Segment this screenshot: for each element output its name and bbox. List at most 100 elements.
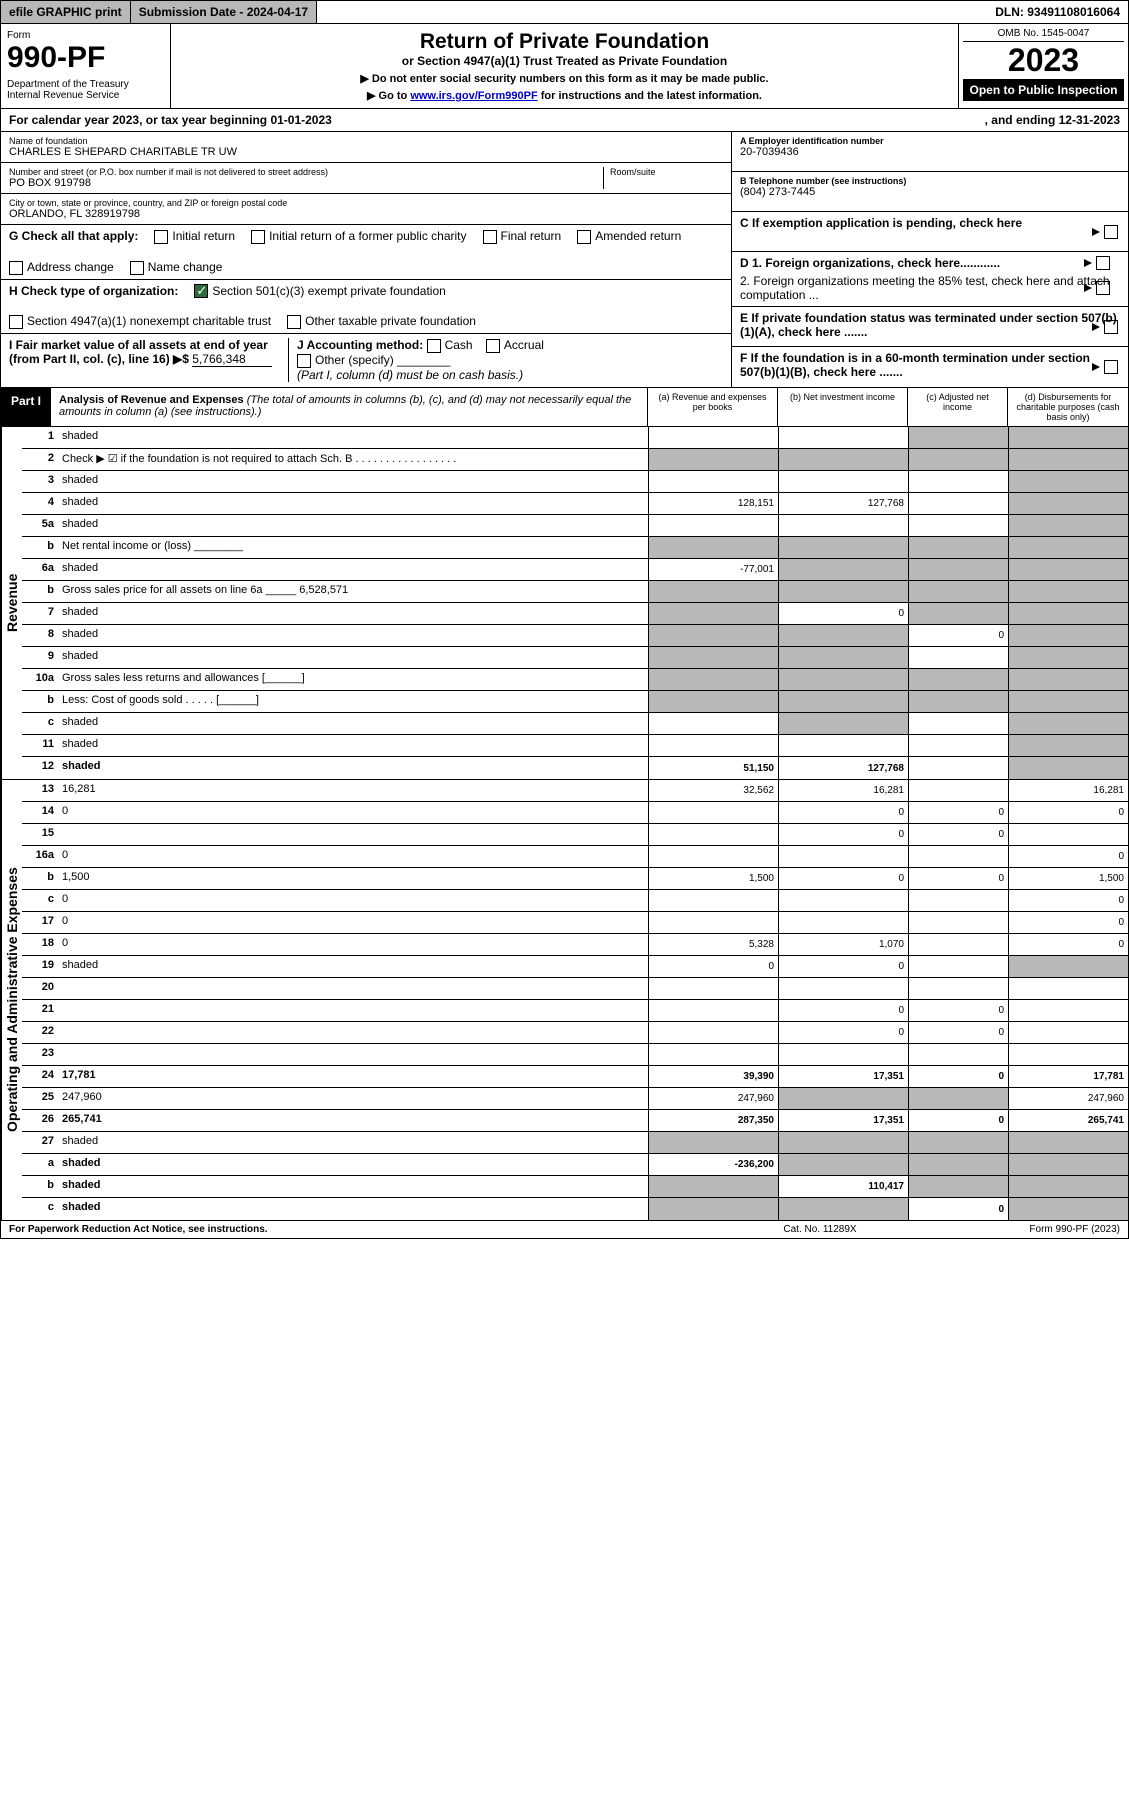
part1-title: Analysis of Revenue and Expenses (The to… xyxy=(51,388,647,426)
h-other-taxable[interactable]: Other taxable private foundation xyxy=(287,314,476,329)
paperwork-notice: For Paperwork Reduction Act Notice, see … xyxy=(9,1224,720,1235)
cell-a xyxy=(648,978,778,999)
g-opt-final[interactable]: Final return xyxy=(483,229,562,244)
line-number: b xyxy=(22,1176,58,1197)
d2-checkbox[interactable] xyxy=(1096,281,1110,295)
line-desc: Gross sales less returns and allowances … xyxy=(58,669,648,690)
irs-link[interactable]: www.irs.gov/Form990PF xyxy=(410,90,537,102)
line-number: 19 xyxy=(22,956,58,977)
g-opt-address[interactable]: Address change xyxy=(9,260,114,275)
cell-b xyxy=(778,471,908,492)
g-opt-initial-former[interactable]: Initial return of a former public charit… xyxy=(251,229,466,244)
cell-c: 0 xyxy=(908,824,1008,845)
cell-b: 16,281 xyxy=(778,780,908,801)
table-row: 3shaded xyxy=(22,471,1128,493)
cell-b: 0 xyxy=(778,603,908,624)
line-number: 7 xyxy=(22,603,58,624)
cell-c: 0 xyxy=(908,1110,1008,1131)
col-a-header: (a) Revenue and expenses per books xyxy=(648,388,778,426)
cell-c xyxy=(908,515,1008,536)
table-row: 8shaded0 xyxy=(22,625,1128,647)
line-number: 24 xyxy=(22,1066,58,1087)
cell-b xyxy=(778,669,908,690)
cell-d xyxy=(1008,978,1128,999)
expense-table: Operating and Administrative Expenses 13… xyxy=(0,780,1129,1221)
cell-d xyxy=(1008,625,1128,646)
g-opt-name[interactable]: Name change xyxy=(130,260,223,275)
line-number: 17 xyxy=(22,912,58,933)
cell-d xyxy=(1008,757,1128,779)
cell-d xyxy=(1008,1198,1128,1220)
cell-c: 0 xyxy=(908,868,1008,889)
revenue-section-label: Revenue xyxy=(1,427,22,779)
table-row: cshaded xyxy=(22,713,1128,735)
cell-a: 51,150 xyxy=(648,757,778,779)
address-box: Number and street (or P.O. box number if… xyxy=(1,163,731,194)
form-header: Form 990-PF Department of the Treasury I… xyxy=(0,24,1129,109)
phone: (804) 273-7445 xyxy=(740,186,1120,198)
c-label: C If exemption application is pending, c… xyxy=(740,216,1022,230)
arrow-icon xyxy=(1092,323,1100,331)
cell-d xyxy=(1008,537,1128,558)
foundation-name-box: Name of foundation CHARLES E SHEPARD CHA… xyxy=(1,132,731,163)
table-row: 20 xyxy=(22,978,1128,1000)
cell-a: -77,001 xyxy=(648,559,778,580)
cell-a xyxy=(648,735,778,756)
cell-b xyxy=(778,1088,908,1109)
c-checkbox[interactable] xyxy=(1104,225,1118,239)
cell-a xyxy=(648,1198,778,1220)
cell-b: 0 xyxy=(778,956,908,977)
arrow-icon xyxy=(1092,363,1100,371)
cell-b: 127,768 xyxy=(778,493,908,514)
cell-b xyxy=(778,846,908,867)
e-label: E If private foundation status was termi… xyxy=(740,311,1117,339)
table-row: 1700 xyxy=(22,912,1128,934)
j-note: (Part I, column (d) must be on cash basi… xyxy=(297,368,523,382)
h-501c3[interactable]: Section 501(c)(3) exempt private foundat… xyxy=(194,284,445,299)
e-checkbox[interactable] xyxy=(1104,320,1118,334)
note-ssn: ▶ Do not enter social security numbers o… xyxy=(177,72,952,85)
line-number: 4 xyxy=(22,493,58,514)
line-desc: shaded xyxy=(58,427,648,448)
line-number: 8 xyxy=(22,625,58,646)
line-number: c xyxy=(22,1198,58,1220)
line-number: b xyxy=(22,581,58,602)
line-desc: shaded xyxy=(58,1198,648,1220)
g-opt-initial[interactable]: Initial return xyxy=(154,229,235,244)
cell-b xyxy=(778,691,908,712)
cell-d xyxy=(1008,713,1128,734)
cell-c xyxy=(908,890,1008,911)
table-row: 2Check ▶ ☑ if the foundation is not requ… xyxy=(22,449,1128,471)
e-box: E If private foundation status was termi… xyxy=(732,307,1128,347)
table-row: b1,5001,500001,500 xyxy=(22,868,1128,890)
cell-c xyxy=(908,978,1008,999)
address: PO BOX 919798 xyxy=(9,177,603,189)
j-other[interactable]: Other (specify) ________ xyxy=(297,353,450,367)
j-accrual[interactable]: Accrual xyxy=(486,338,544,352)
line-desc: Net rental income or (loss) ________ xyxy=(58,537,648,558)
name-label: Name of foundation xyxy=(9,136,723,146)
d1-checkbox[interactable] xyxy=(1096,256,1110,270)
section-ij: I Fair market value of all assets at end… xyxy=(1,334,731,386)
line-desc xyxy=(58,1022,648,1043)
cell-d: 247,960 xyxy=(1008,1088,1128,1109)
d1-label: D 1. Foreign organizations, check here..… xyxy=(740,256,1000,270)
tax-year: 2023 xyxy=(963,42,1124,79)
cell-a xyxy=(648,1132,778,1153)
table-row: 4shaded128,151127,768 xyxy=(22,493,1128,515)
i-value: 5,766,348 xyxy=(192,352,272,367)
cell-b xyxy=(778,581,908,602)
cell-a xyxy=(648,1022,778,1043)
cell-d xyxy=(1008,669,1128,690)
efile-label: efile GRAPHIC print xyxy=(1,1,131,23)
f-checkbox[interactable] xyxy=(1104,360,1118,374)
cell-d xyxy=(1008,1176,1128,1197)
g-opt-amended[interactable]: Amended return xyxy=(577,229,681,244)
info-section: Name of foundation CHARLES E SHEPARD CHA… xyxy=(0,132,1129,388)
cell-c xyxy=(908,647,1008,668)
h-4947[interactable]: Section 4947(a)(1) nonexempt charitable … xyxy=(9,314,271,329)
j-cash[interactable]: Cash xyxy=(427,338,473,352)
line-desc: Check ▶ ☑ if the foundation is not requi… xyxy=(58,449,648,470)
table-row: 2200 xyxy=(22,1022,1128,1044)
city-label: City or town, state or province, country… xyxy=(9,198,723,208)
